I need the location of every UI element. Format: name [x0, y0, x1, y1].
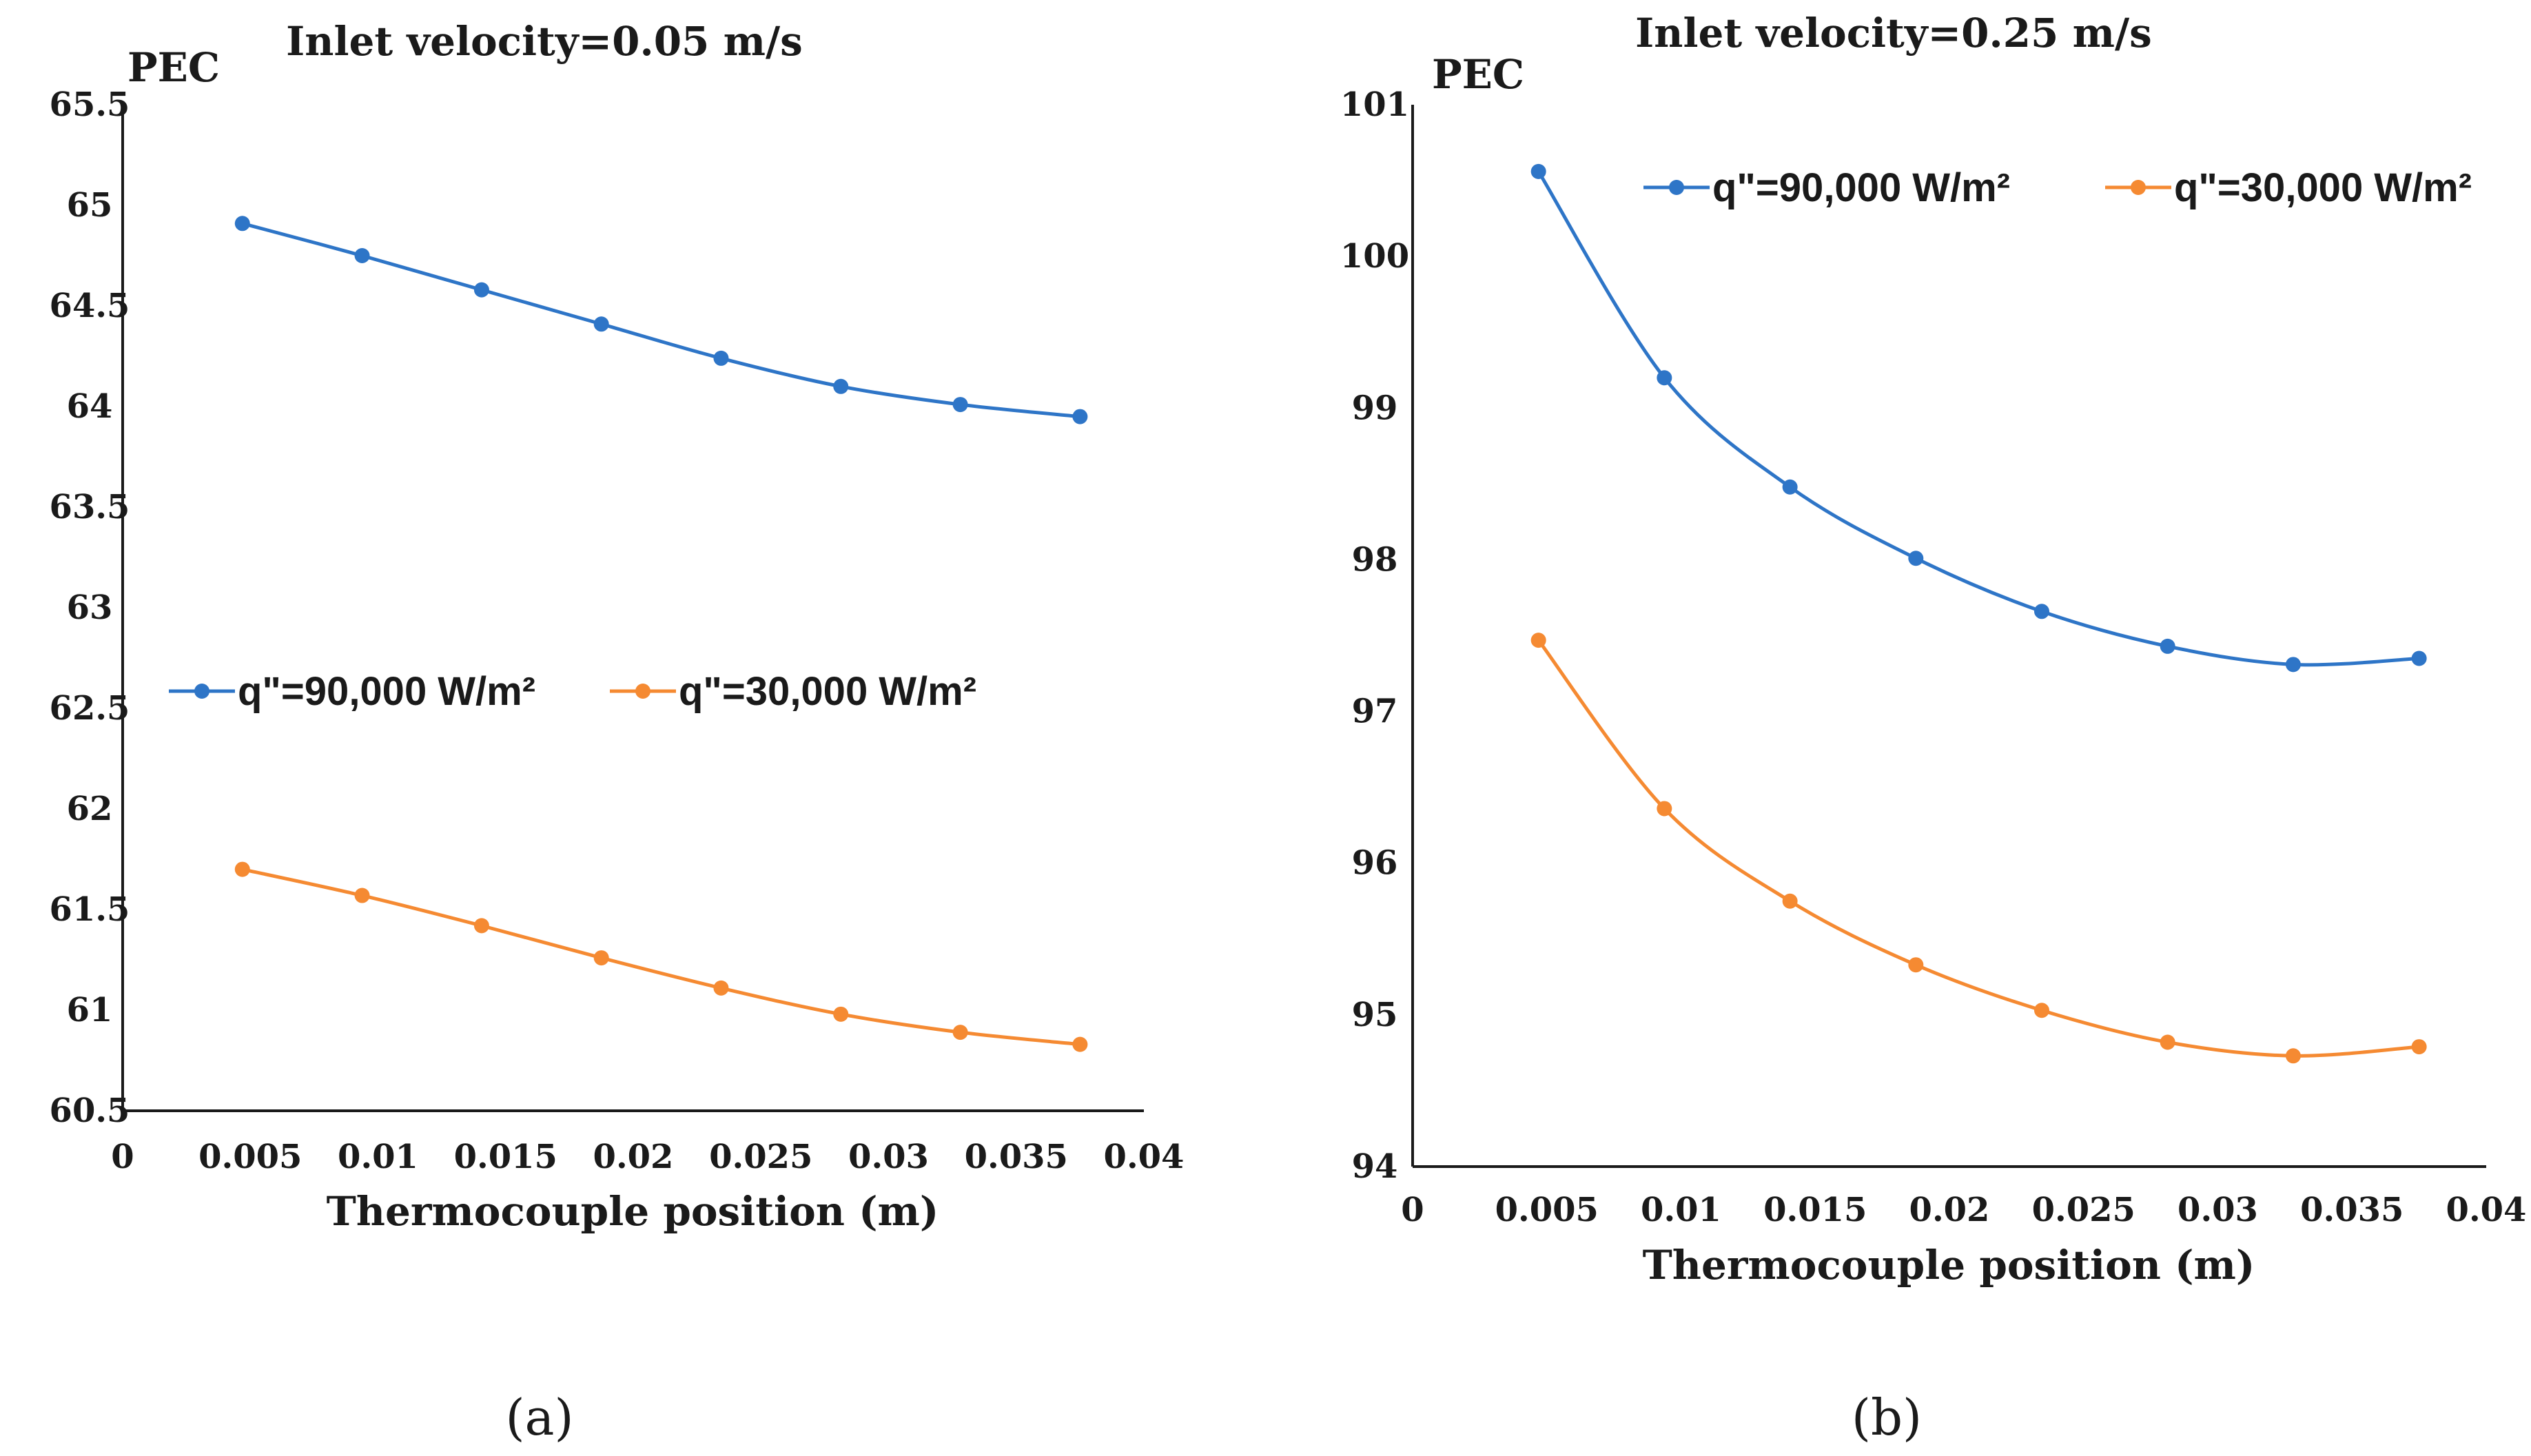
- chart-b-x-tick-label: 0.005: [1495, 1191, 1599, 1229]
- chart-b-series-1-line: [1537, 170, 2419, 667]
- chart-b-series-2-point: [2411, 1039, 2427, 1055]
- chart-a-series-2-point: [234, 861, 250, 877]
- chart-a-series-2-point: [713, 980, 729, 996]
- chart-b-legend-label-1: q"=90,000 W/m²: [1712, 165, 2010, 210]
- chart-b-series-2-point: [2160, 1034, 2175, 1050]
- chart-a-title: Inlet velocity=0.05 m/s: [286, 18, 803, 65]
- chart-a-series-2-point: [354, 888, 370, 903]
- chart-a-x-tick-label: 0: [111, 1138, 134, 1176]
- chart-b-legend-label-2: q"=30,000 W/m²: [2174, 165, 2472, 210]
- chart-a-x-tick-label: 0.025: [709, 1138, 812, 1176]
- chart-b-series-1-point: [1782, 479, 1798, 495]
- chart-b-legend: q"=90,000 W/m² q"=30,000 W/m²: [1643, 165, 2472, 210]
- chart-b-x-tick-label: 0.01: [1641, 1191, 1721, 1229]
- chart-a-series-1-point: [1072, 409, 1088, 424]
- chart-b-y-tick-label: 96: [1352, 844, 1398, 883]
- chart-a-series-1-point: [473, 282, 489, 298]
- chart-a-series-1-point: [713, 350, 729, 366]
- chart-panel-a: Inlet velocity=0.05 m/s PEC Thermocouple…: [50, 18, 1185, 1446]
- chart-panel-b: Inlet velocity=0.25 m/s PEC Thermocouple…: [1340, 10, 2527, 1446]
- chart-a-x-tick-label: 0.03: [848, 1138, 929, 1176]
- chart-a-x-tick-label: 0.005: [198, 1138, 302, 1176]
- chart-a-legend-marker-2: [635, 684, 650, 699]
- chart-a-y-tick-label: 60.5: [50, 1091, 130, 1130]
- chart-b-series-1-point: [2033, 604, 2049, 619]
- chart-b-series-2-point: [1657, 801, 1672, 817]
- chart-b-series-1-point: [2160, 638, 2175, 654]
- chart-b-series-1-point: [1530, 163, 1546, 179]
- chart-a-series-1-point: [593, 316, 609, 332]
- chart-b-series-2-point: [1530, 633, 1546, 648]
- chart-a-series-2-point: [833, 1006, 849, 1022]
- chart-b-series-2-line: [1537, 639, 2419, 1058]
- chart-a-legend-label-2: q"=30,000 W/m²: [679, 669, 976, 714]
- chart-a-x-tick-label: 0.035: [965, 1138, 1068, 1176]
- chart-a-series-2-point: [1072, 1036, 1088, 1052]
- chart-b-series-1-point: [1657, 370, 1672, 386]
- chart-a-series-2-point: [473, 918, 489, 934]
- chart-b-series-2-point: [2033, 1003, 2049, 1018]
- chart-a-series-2-line: [242, 868, 1080, 1047]
- chart-b-y-axis-label: PEC: [1432, 51, 1524, 98]
- chart-b-y-tick-label: 94: [1352, 1147, 1398, 1186]
- chart-b-panel-label: (b): [1852, 1388, 1922, 1446]
- chart-a-legend: q"=90,000 W/m² q"=30,000 W/m²: [169, 669, 976, 714]
- chart-a-series-1-point: [952, 397, 968, 413]
- chart-b-series-1-point: [2411, 650, 2427, 666]
- chart-a-y-tick-label: 63.5: [50, 488, 130, 526]
- chart-b-y-tick-label: 101: [1340, 85, 1409, 124]
- chart-b-y-tick-label: 100: [1340, 237, 1409, 276]
- chart-b-series-2-point: [1908, 957, 1924, 973]
- chart-a-series-1-point: [354, 248, 370, 263]
- chart-a-y-tick-label: 61: [67, 991, 113, 1029]
- chart-a-x-tick-label: 0.02: [593, 1138, 674, 1176]
- chart-a-x-tick-label: 0.04: [1104, 1138, 1185, 1176]
- chart-a-y-tick-label: 65: [67, 186, 113, 225]
- chart-a-x-tick-label: 0.01: [338, 1138, 418, 1176]
- chart-a-series-2-point: [593, 950, 609, 966]
- chart-b-series-2-point: [1782, 893, 1798, 909]
- chart-b-plot-area: 0 0.005 0.01 0.015 0.02 0.025 0.03 0.035 0.04 94 9…: [1340, 85, 2527, 1229]
- chart-a-series-1-point: [833, 378, 849, 394]
- chart-b-series-2-point: [2285, 1048, 2301, 1064]
- chart-a-legend-marker-1: [194, 684, 209, 699]
- chart-b-x-tick-label: 0.015: [1763, 1191, 1867, 1229]
- chart-b-legend-marker-2: [2131, 180, 2146, 195]
- chart-b-legend-marker-1: [1669, 180, 1684, 195]
- chart-b-x-axis-label: Thermocouple position (m): [1643, 1242, 2255, 1289]
- chart-a-x-tick-label: 0.015: [454, 1138, 557, 1176]
- chart-b-x-tick-label: 0: [1401, 1191, 1424, 1229]
- chart-b-y-tick-label: 95: [1352, 996, 1398, 1034]
- chart-a-plot-area: 0 0.005 0.01 0.015 0.02 0.025 0.03 0.035 0.04 60.…: [50, 85, 1185, 1176]
- chart-b-title: Inlet velocity=0.25 m/s: [1635, 10, 2152, 57]
- chart-a-y-tick-label: 64: [67, 387, 113, 426]
- chart-a-y-tick-label: 61.5: [50, 890, 130, 929]
- chart-b-x-tick-label: 0.03: [2178, 1191, 2258, 1229]
- chart-a-panel-label: (a): [505, 1388, 573, 1446]
- chart-b-series-1-point: [1908, 551, 1924, 566]
- chart-a-series-2-point: [952, 1025, 968, 1040]
- chart-a-series-1-line: [242, 221, 1080, 419]
- chart-a-y-tick-label: 62.5: [50, 689, 130, 728]
- chart-b-series-1-point: [2285, 657, 2301, 673]
- chart-a-legend-label-1: q"=90,000 W/m²: [238, 669, 535, 714]
- chart-b-x-tick-label: 0.04: [2446, 1191, 2527, 1229]
- chart-a-x-axis-label: Thermocouple position (m): [327, 1188, 939, 1235]
- chart-a-y-tick-label: 65.5: [50, 85, 130, 124]
- chart-b-x-tick-label: 0.035: [2300, 1191, 2404, 1229]
- chart-b-y-tick-label: 98: [1352, 540, 1398, 579]
- chart-a-y-axis-label: PEC: [127, 44, 220, 91]
- chart-a-y-tick-label: 63: [67, 588, 113, 627]
- chart-a-series-1-point: [234, 216, 250, 232]
- chart-b-y-tick-label: 97: [1352, 693, 1398, 731]
- chart-b-y-tick-label: 99: [1352, 389, 1398, 427]
- chart-b-x-tick-label: 0.02: [1909, 1191, 1990, 1229]
- chart-a-y-tick-label: 62: [67, 790, 113, 828]
- chart-b-x-tick-label: 0.025: [2032, 1191, 2135, 1229]
- chart-a-y-tick-label: 64.5: [50, 287, 130, 325]
